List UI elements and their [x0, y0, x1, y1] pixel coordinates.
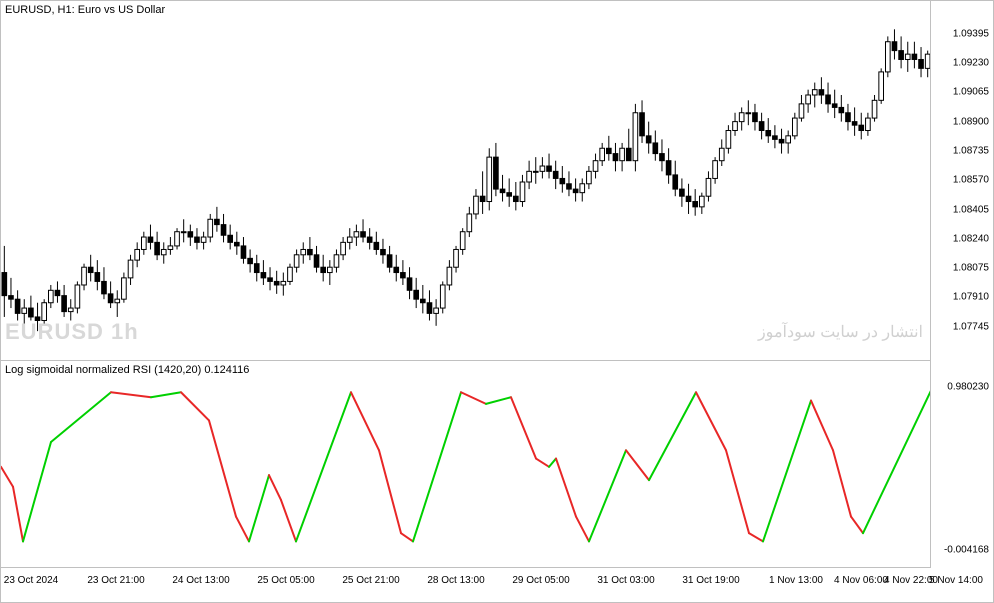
indicator-chart[interactable]: Log sigmoidal normalized RSI (1420,20) 0… [1, 361, 931, 568]
watermark-source: انتشار در سایت سودآموز [758, 322, 923, 342]
chart-container: EURUSD, H1: Euro vs US Dollar EURUSD 1h … [0, 0, 994, 603]
indicator-svg [1, 361, 931, 568]
indicator-title: Log sigmoidal normalized RSI (1420,20) 0… [5, 364, 249, 376]
indicator-y-axis: -0.0041680.980230 [930, 361, 993, 568]
watermark-symbol: EURUSD 1h [5, 319, 139, 345]
price-y-axis: 1.077451.079101.080751.082401.084051.085… [930, 1, 993, 361]
time-x-axis: 23 Oct 202423 Oct 21:0024 Oct 13:0025 Oc… [1, 567, 994, 602]
price-chart[interactable]: EURUSD, H1: Euro vs US Dollar EURUSD 1h … [1, 1, 931, 361]
chart-title: EURUSD, H1: Euro vs US Dollar [5, 4, 165, 16]
candlestick-svg [1, 1, 931, 361]
